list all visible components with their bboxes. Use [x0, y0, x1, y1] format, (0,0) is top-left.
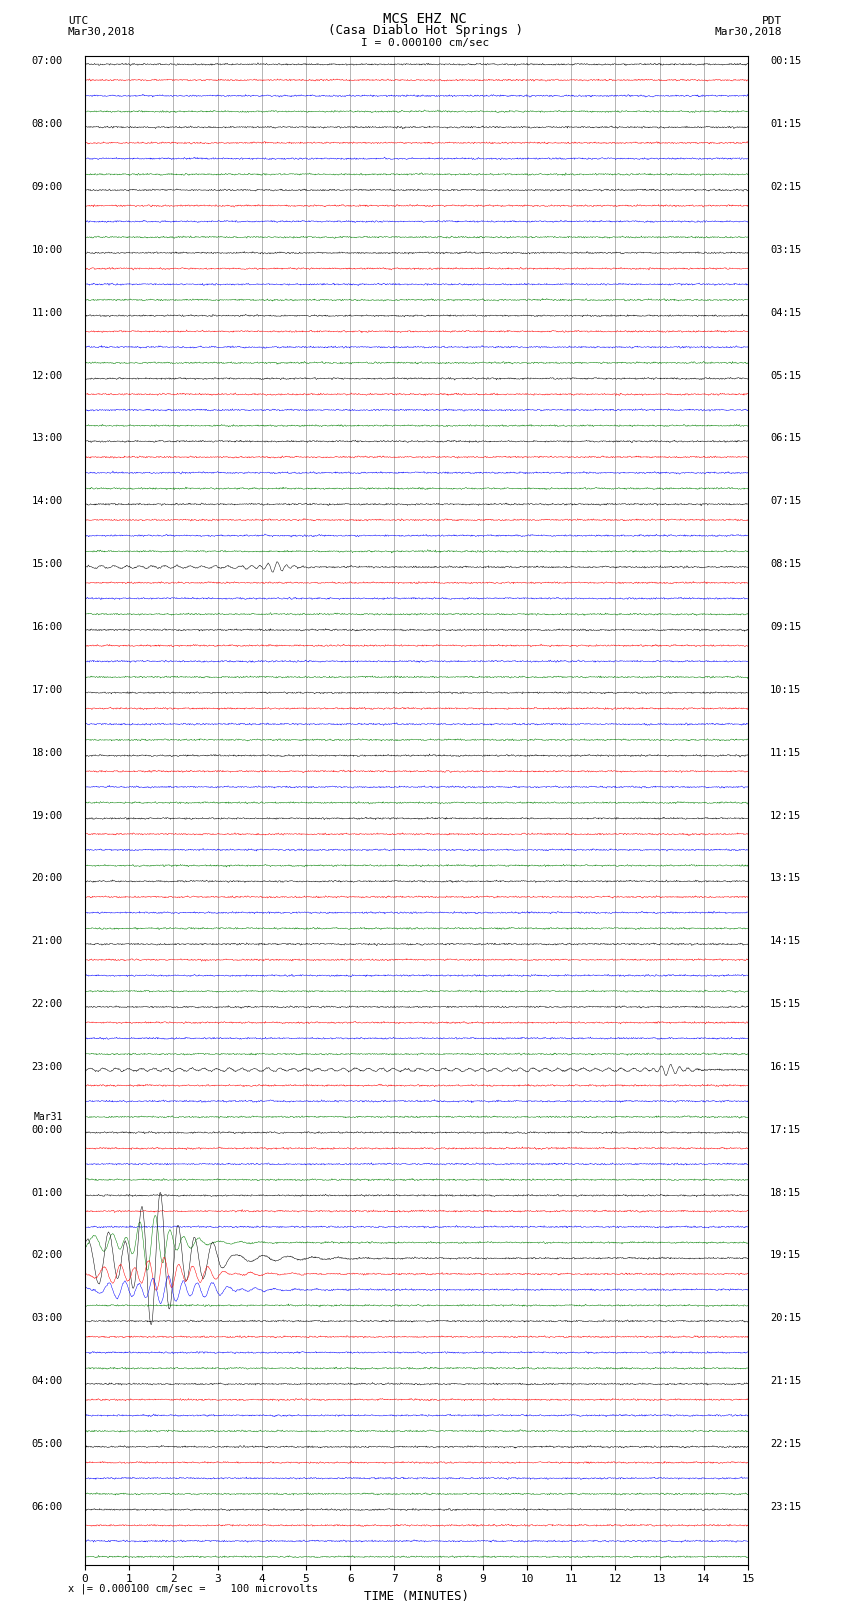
Text: 06:15: 06:15	[770, 434, 802, 444]
Text: 15:15: 15:15	[770, 998, 802, 1010]
Text: 20:15: 20:15	[770, 1313, 802, 1323]
Text: 12:15: 12:15	[770, 811, 802, 821]
Text: 00:00: 00:00	[31, 1124, 63, 1134]
Text: I = 0.000100 cm/sec: I = 0.000100 cm/sec	[361, 39, 489, 48]
Text: 21:00: 21:00	[31, 936, 63, 947]
Text: PDT: PDT	[762, 16, 782, 26]
Text: MCS EHZ NC: MCS EHZ NC	[383, 11, 467, 26]
Text: x |= 0.000100 cm/sec =    100 microvolts: x |= 0.000100 cm/sec = 100 microvolts	[68, 1582, 318, 1594]
Text: 01:15: 01:15	[770, 119, 802, 129]
Text: 17:15: 17:15	[770, 1124, 802, 1134]
Text: 03:15: 03:15	[770, 245, 802, 255]
Text: 04:00: 04:00	[31, 1376, 63, 1386]
Text: 05:15: 05:15	[770, 371, 802, 381]
Text: 04:15: 04:15	[770, 308, 802, 318]
Text: Mar31: Mar31	[33, 1113, 63, 1123]
Text: 21:15: 21:15	[770, 1376, 802, 1386]
Text: 23:00: 23:00	[31, 1061, 63, 1073]
Text: 07:15: 07:15	[770, 497, 802, 506]
Text: 11:00: 11:00	[31, 308, 63, 318]
Text: 08:15: 08:15	[770, 560, 802, 569]
Text: 15:00: 15:00	[31, 560, 63, 569]
Text: 09:00: 09:00	[31, 182, 63, 192]
Text: 16:00: 16:00	[31, 623, 63, 632]
Text: 07:00: 07:00	[31, 56, 63, 66]
Text: 01:00: 01:00	[31, 1187, 63, 1197]
Text: 22:15: 22:15	[770, 1439, 802, 1448]
Text: 20:00: 20:00	[31, 873, 63, 884]
Text: 08:00: 08:00	[31, 119, 63, 129]
Text: 16:15: 16:15	[770, 1061, 802, 1073]
Text: 18:15: 18:15	[770, 1187, 802, 1197]
Text: 14:00: 14:00	[31, 497, 63, 506]
Text: 19:15: 19:15	[770, 1250, 802, 1260]
Text: 13:15: 13:15	[770, 873, 802, 884]
Text: 10:00: 10:00	[31, 245, 63, 255]
Text: 19:00: 19:00	[31, 811, 63, 821]
Text: 22:00: 22:00	[31, 998, 63, 1010]
X-axis label: TIME (MINUTES): TIME (MINUTES)	[364, 1590, 469, 1603]
Text: 00:15: 00:15	[770, 56, 802, 66]
Text: 13:00: 13:00	[31, 434, 63, 444]
Text: 02:15: 02:15	[770, 182, 802, 192]
Text: 14:15: 14:15	[770, 936, 802, 947]
Text: UTC: UTC	[68, 16, 88, 26]
Text: 11:15: 11:15	[770, 748, 802, 758]
Text: 18:00: 18:00	[31, 748, 63, 758]
Text: 03:00: 03:00	[31, 1313, 63, 1323]
Text: 05:00: 05:00	[31, 1439, 63, 1448]
Text: (Casa Diablo Hot Springs ): (Casa Diablo Hot Springs )	[327, 24, 523, 37]
Text: Mar30,2018: Mar30,2018	[715, 27, 782, 37]
Text: 23:15: 23:15	[770, 1502, 802, 1511]
Text: 06:00: 06:00	[31, 1502, 63, 1511]
Text: 12:00: 12:00	[31, 371, 63, 381]
Text: 10:15: 10:15	[770, 686, 802, 695]
Text: 02:00: 02:00	[31, 1250, 63, 1260]
Text: Mar30,2018: Mar30,2018	[68, 27, 135, 37]
Text: 17:00: 17:00	[31, 686, 63, 695]
Text: 09:15: 09:15	[770, 623, 802, 632]
